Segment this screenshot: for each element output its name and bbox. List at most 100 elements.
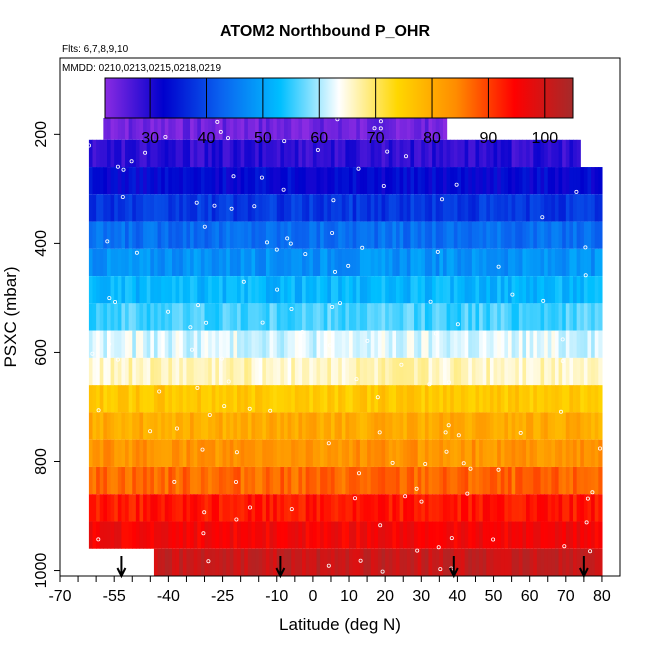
heatmap-cell [591, 330, 596, 358]
heatmap-cell [330, 117, 336, 140]
heatmap-cell [92, 248, 97, 277]
heatmap-cell [190, 412, 195, 440]
heatmap-cell [302, 385, 307, 413]
heatmap-cell [374, 221, 379, 249]
heatmap-cell [439, 303, 444, 331]
heatmap-cell [323, 276, 328, 304]
heatmap-cell [446, 494, 451, 522]
heatmap-cell [464, 139, 469, 168]
heatmap-cell [359, 357, 365, 386]
heatmap-cell [334, 139, 339, 168]
heatmap-cell [486, 521, 491, 549]
heatmap-cell [255, 385, 260, 413]
heatmap-cell [208, 194, 213, 222]
heatmap-cell [88, 303, 94, 331]
heatmap-cell [186, 548, 191, 576]
heatmap-cell [468, 248, 473, 277]
heatmap-cell [457, 385, 462, 413]
heatmap-cell [168, 385, 173, 413]
heatmap-cell [471, 194, 477, 222]
heatmap-cell [504, 139, 509, 168]
heatmap-cell [175, 521, 180, 549]
heatmap-cell [179, 194, 184, 222]
heatmap-cell [146, 330, 151, 358]
heatmap-cell [406, 357, 412, 386]
heatmap-cell [309, 330, 314, 358]
heatmap-cell [363, 357, 368, 386]
heatmap-cell [320, 521, 325, 549]
heatmap-cell [410, 221, 415, 249]
heatmap-cell [399, 385, 404, 413]
heatmap-cell [312, 276, 318, 304]
heatmap-cell [265, 521, 271, 549]
heatmap-cell [302, 439, 307, 467]
heatmap-cell [529, 248, 534, 277]
heatmap-cell [110, 521, 115, 549]
heatmap-cell [522, 521, 527, 549]
heatmap-cell [435, 330, 440, 358]
heatmap-cell [222, 139, 227, 168]
heatmap-cell [330, 139, 336, 168]
sample-point [354, 377, 359, 382]
heatmap-cell [273, 248, 278, 277]
heatmap-cell [276, 167, 281, 195]
heatmap-cell [204, 117, 209, 140]
heatmap-cell [482, 548, 487, 576]
heatmap-cell [562, 221, 567, 249]
heatmap-cell [529, 494, 534, 522]
heatmap-cell [96, 248, 101, 277]
heatmap-cell [435, 494, 440, 522]
heatmap-cell [338, 439, 343, 467]
heatmap-cell [182, 276, 188, 304]
heatmap-cell [421, 357, 426, 386]
heatmap-cell [139, 412, 144, 440]
heatmap-cell [157, 466, 162, 495]
heatmap-cell [529, 194, 534, 222]
heatmap-cell [497, 385, 502, 413]
heatmap-cell [421, 139, 426, 168]
heatmap-cell [229, 466, 235, 495]
heatmap-cell [244, 412, 249, 440]
heatmap-cell [164, 303, 169, 331]
heatmap-cell [396, 248, 401, 277]
heatmap-cell [554, 521, 560, 549]
heatmap-cell [110, 276, 115, 304]
heatmap-cell [208, 167, 213, 195]
sample-point [115, 357, 120, 362]
heatmap-cell [482, 439, 487, 467]
heatmap-cell [287, 117, 292, 140]
heatmap-cell [244, 548, 249, 576]
heatmap-cell [222, 221, 227, 249]
heatmap-cell [258, 167, 263, 195]
heatmap-cell [403, 548, 408, 576]
heatmap-cell [341, 248, 347, 277]
heatmap-cell [330, 548, 336, 576]
heatmap-cell [435, 221, 440, 249]
heatmap-cell [435, 357, 440, 386]
heatmap-cell [269, 117, 274, 140]
heatmap-cell [258, 221, 263, 249]
heatmap-cell [540, 494, 545, 522]
heatmap-cell [486, 385, 491, 413]
heatmap-cell [598, 548, 603, 576]
heatmap-cell [367, 248, 372, 277]
heatmap-cell [211, 466, 216, 495]
heatmap-cell [106, 221, 112, 249]
heatmap-cell [305, 303, 310, 331]
heatmap-cell [442, 548, 448, 576]
heatmap-cell [558, 439, 563, 467]
heatmap-cell [265, 117, 271, 140]
heatmap-cell [580, 494, 585, 522]
heatmap-cell [106, 117, 112, 140]
heatmap-cell [432, 248, 437, 277]
heatmap-cell [255, 248, 260, 277]
heatmap-cell [562, 276, 567, 304]
sample-point [233, 479, 238, 484]
heatmap-cell [179, 139, 184, 168]
heatmap-cell [356, 548, 361, 576]
heatmap-cell [450, 357, 455, 386]
heatmap-cell [356, 439, 361, 467]
heatmap-cell [287, 303, 292, 331]
heatmap-cell [330, 276, 336, 304]
heatmap-cell [580, 194, 585, 222]
